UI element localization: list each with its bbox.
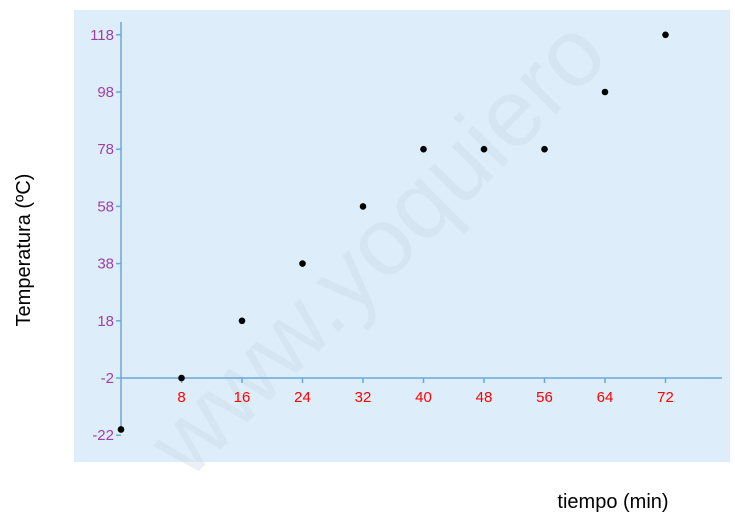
y-tick-label: 38 bbox=[97, 256, 114, 273]
data-point bbox=[480, 145, 488, 153]
data-point bbox=[420, 145, 427, 153]
y-tick-label: 58 bbox=[97, 198, 114, 215]
y-tick-label: -22 bbox=[92, 427, 114, 444]
ticks: -22 -2 18 38 58 78 98 118 8 16 24 32 40 48 56 64 72 bbox=[90, 27, 674, 444]
data-point bbox=[601, 88, 609, 96]
x-tick-label: 72 bbox=[657, 389, 674, 406]
x-tick-label: 56 bbox=[536, 389, 553, 406]
y-tick-label: 18 bbox=[97, 313, 114, 330]
x-tick-label: 48 bbox=[476, 389, 493, 406]
data-point bbox=[178, 374, 185, 382]
y-axis-label: Temperatura (ºC) bbox=[13, 174, 35, 327]
y-tick-label: 98 bbox=[97, 84, 114, 101]
y-tick-label: 118 bbox=[90, 27, 114, 44]
x-tick-label: 16 bbox=[234, 389, 251, 406]
y-tick-label: 78 bbox=[97, 141, 114, 158]
data-point bbox=[238, 317, 246, 325]
data-point bbox=[117, 426, 125, 433]
x-tick-label: 8 bbox=[177, 389, 185, 406]
x-axis-label: tiempo (min) bbox=[557, 491, 668, 513]
data-point bbox=[541, 145, 548, 153]
plot-area bbox=[74, 10, 730, 462]
data-points bbox=[117, 31, 669, 433]
x-tick-label: 40 bbox=[415, 389, 432, 406]
data-point bbox=[359, 203, 367, 210]
data-point bbox=[662, 31, 669, 39]
x-tick-label: 24 bbox=[294, 389, 311, 406]
y-tick-label: -2 bbox=[101, 370, 114, 387]
x-tick-label: 64 bbox=[597, 389, 614, 406]
x-tick-label: 32 bbox=[355, 389, 372, 406]
data-point bbox=[299, 260, 306, 267]
